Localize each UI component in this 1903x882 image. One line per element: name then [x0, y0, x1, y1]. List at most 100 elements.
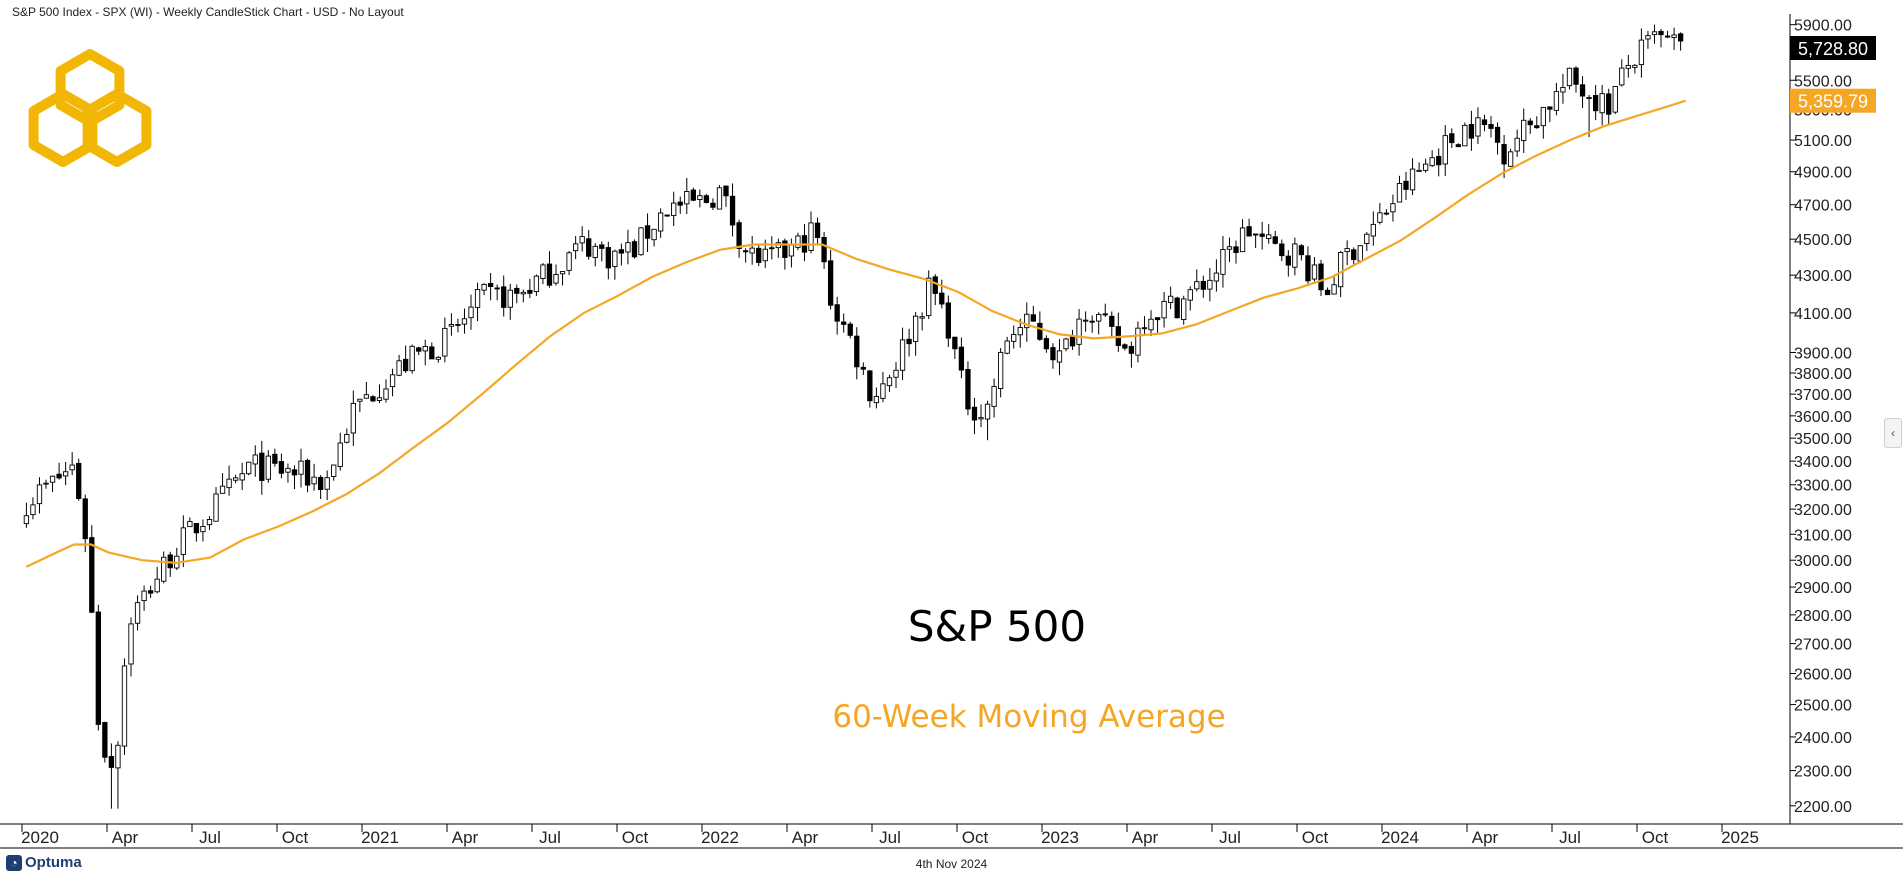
candle-body	[860, 366, 866, 370]
candle-body	[1220, 249, 1226, 275]
candle-body	[1507, 151, 1514, 167]
candle	[448, 313, 455, 336]
candle-body	[1011, 334, 1017, 342]
y-tick-label: 5900.00	[1794, 18, 1852, 35]
candle-body	[396, 360, 402, 376]
candle-body	[677, 201, 683, 206]
candle-body	[108, 756, 115, 768]
candle	[193, 522, 200, 542]
y-tick-label: 4900.00	[1794, 165, 1852, 182]
candle	[612, 249, 618, 280]
candle-body	[95, 611, 101, 725]
candle	[239, 462, 245, 491]
x-tick-label: 2025	[1721, 828, 1759, 847]
candle-body	[1481, 119, 1488, 125]
candle	[1082, 311, 1089, 332]
candle-body	[1311, 264, 1318, 280]
candle	[298, 448, 304, 488]
candle-body	[841, 321, 847, 325]
candle-body	[1357, 245, 1363, 262]
candle-body	[1037, 322, 1043, 340]
candle	[1677, 32, 1684, 51]
candle-body	[1468, 124, 1475, 139]
candle	[729, 183, 736, 237]
candle	[697, 189, 703, 208]
candle-body	[736, 222, 742, 249]
expand-panel-button[interactable]: ‹	[1884, 418, 1902, 448]
candle-body	[239, 473, 245, 481]
candle	[1442, 125, 1448, 176]
candle-body	[226, 478, 232, 489]
x-tick-label: Apr	[1472, 828, 1499, 847]
candle-body	[1416, 169, 1422, 172]
candle	[1252, 233, 1259, 248]
candle	[886, 374, 893, 392]
candle	[690, 187, 696, 202]
candle-body	[344, 434, 350, 443]
candle-body	[304, 459, 311, 486]
candle-body	[76, 462, 82, 499]
candle-body	[82, 498, 88, 540]
candle-body	[893, 369, 899, 378]
x-tick-label: 2022	[701, 828, 739, 847]
candle-body	[376, 397, 383, 401]
candle-body	[1547, 106, 1553, 110]
candle	[1017, 318, 1023, 348]
candle-body	[442, 327, 448, 357]
candle-body	[520, 291, 526, 295]
candle	[1651, 24, 1658, 44]
candle	[1599, 84, 1605, 126]
candle-body	[1586, 97, 1592, 99]
candle-body	[1128, 346, 1135, 354]
candle-body	[1298, 245, 1305, 256]
candle	[827, 249, 834, 310]
candle	[265, 450, 271, 483]
candle	[442, 317, 448, 363]
candle-body	[1475, 117, 1481, 137]
candle	[1109, 311, 1115, 337]
candle	[102, 721, 108, 763]
candle	[43, 479, 49, 489]
candle	[56, 462, 62, 480]
candle-body	[912, 315, 919, 342]
candle-body	[873, 396, 880, 404]
candle	[572, 236, 579, 260]
candle	[1429, 150, 1435, 168]
candle-body	[161, 556, 167, 582]
candle-body	[1612, 86, 1618, 113]
moving-average-price-tag: 5,359.79	[1798, 92, 1868, 112]
x-tick-label: 2021	[361, 828, 399, 847]
candle-body	[651, 228, 657, 241]
candle-body	[926, 277, 932, 317]
candle-body	[363, 394, 370, 399]
candle-body	[206, 518, 213, 526]
candle-body	[965, 368, 971, 410]
candle-body	[1226, 246, 1233, 250]
candle	[1560, 73, 1566, 104]
candle	[1396, 175, 1403, 203]
y-tick-label: 2400.00	[1794, 730, 1852, 747]
candle-body	[1540, 106, 1546, 127]
candle	[389, 368, 396, 397]
candle-body	[782, 240, 788, 258]
candle-body	[1122, 344, 1128, 349]
candle-body	[1089, 320, 1095, 323]
candle-body	[1677, 33, 1684, 42]
candle	[1194, 269, 1200, 292]
candle	[664, 214, 670, 217]
candle-body	[1024, 313, 1030, 329]
candle	[559, 271, 566, 286]
candle	[1364, 232, 1370, 251]
candle	[494, 284, 500, 301]
candle	[958, 337, 965, 379]
candle-body	[697, 195, 703, 201]
candle	[23, 502, 30, 528]
candle	[1488, 116, 1494, 138]
candle	[1122, 343, 1128, 351]
candle	[919, 312, 925, 331]
candle-body	[1664, 35, 1671, 38]
candle	[1592, 85, 1599, 121]
candle	[912, 312, 919, 356]
candle-body	[586, 238, 592, 257]
candle-body	[1651, 31, 1658, 36]
